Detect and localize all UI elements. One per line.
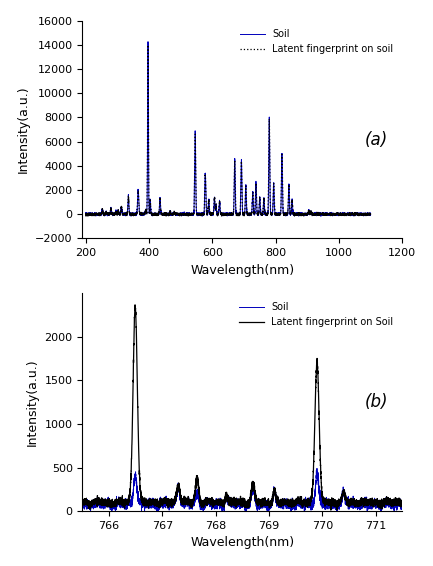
Soil <box>257 195 262 202</box>
Latent fingerprint on soil <box>236 213 241 220</box>
X-axis label: Wavelength(nm): Wavelength(nm) <box>190 537 294 550</box>
Y-axis label: Intensity(a.u.): Intensity(a.u.) <box>16 85 30 173</box>
Latent fingerprint on soil <box>145 42 151 49</box>
Text: (a): (a) <box>365 131 388 149</box>
Latent fingerprint on Soil <box>132 302 138 308</box>
Line: Latent fingerprint on soil: Latent fingerprint on soil <box>86 45 371 216</box>
Soil <box>159 211 165 217</box>
Soil <box>200 213 205 220</box>
Legend: Soil, Latent fingerprint on soil: Soil, Latent fingerprint on soil <box>236 25 397 58</box>
Soil <box>363 211 368 217</box>
Latent fingerprint on Soil <box>154 501 159 508</box>
Latent fingerprint on soil <box>368 211 373 217</box>
Soil <box>83 210 88 217</box>
Latent fingerprint on soil <box>83 210 88 217</box>
Latent fingerprint on soil <box>363 212 368 218</box>
Text: (b): (b) <box>365 393 388 411</box>
Soil <box>368 211 373 217</box>
Soil <box>314 465 320 472</box>
Latent fingerprint on soil <box>257 196 262 203</box>
Latent fingerprint on Soil <box>397 498 402 504</box>
Y-axis label: Intensity(a.u.): Intensity(a.u.) <box>26 358 39 446</box>
Soil <box>200 510 206 517</box>
Latent fingerprint on Soil <box>223 492 228 499</box>
Soil <box>154 501 159 508</box>
Soil <box>158 496 163 503</box>
Soil <box>156 500 161 507</box>
Soil <box>308 209 313 216</box>
Latent fingerprint on soil <box>308 209 313 216</box>
Soil <box>200 503 206 510</box>
Latent fingerprint on Soil <box>80 500 85 507</box>
Latent fingerprint on soil <box>159 211 165 218</box>
Soil <box>400 504 405 511</box>
Soil <box>262 198 267 205</box>
Line: Soil: Soil <box>82 469 402 513</box>
X-axis label: Wavelength(nm): Wavelength(nm) <box>190 264 294 277</box>
Soil <box>80 501 85 508</box>
Latent fingerprint on Soil <box>158 500 163 507</box>
Line: Latent fingerprint on Soil: Latent fingerprint on Soil <box>82 305 402 510</box>
Latent fingerprint on soil <box>99 208 104 215</box>
Latent fingerprint on Soil <box>328 507 333 513</box>
Latent fingerprint on Soil <box>400 498 405 505</box>
Legend: Soil, Latent fingerprint on Soil: Soil, Latent fingerprint on Soil <box>236 298 397 331</box>
Soil <box>223 492 228 499</box>
Soil <box>397 500 402 507</box>
Line: Soil: Soil <box>86 42 371 216</box>
Soil <box>145 38 151 45</box>
Latent fingerprint on soil <box>262 197 267 204</box>
Soil <box>99 208 104 215</box>
Latent fingerprint on Soil <box>156 504 161 511</box>
Latent fingerprint on Soil <box>200 500 206 507</box>
